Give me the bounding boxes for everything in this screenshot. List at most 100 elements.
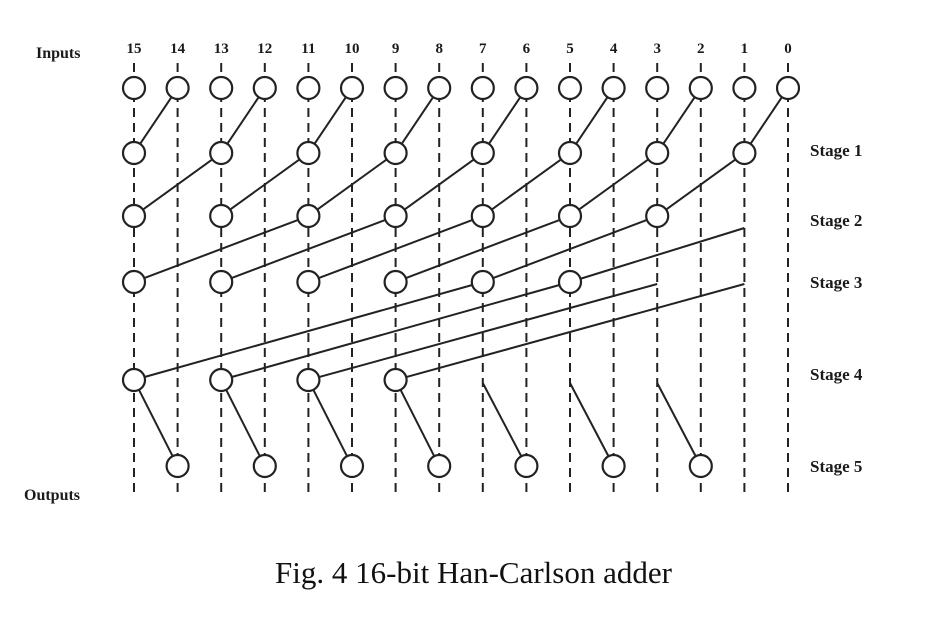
- bit-label-0: 0: [784, 41, 792, 57]
- stage5-node-14: [165, 453, 190, 479]
- stage1-node-3: [645, 140, 670, 166]
- bit-label-7: 7: [479, 41, 487, 57]
- stage3-line-11: [318, 218, 473, 280]
- stage2-line-5: [578, 158, 649, 211]
- stage2-node-9: [383, 203, 408, 229]
- bit-label-1: 1: [741, 41, 749, 57]
- stage1-node-1: [732, 140, 757, 166]
- stage3-node-5: [557, 269, 583, 295]
- input-node-14: [165, 75, 190, 101]
- han-carlson-diagram: Inputs Outputs 15 14 13 12 11 10 9 8 7 6 5 4 3 2 1 0 St…: [24, 41, 863, 504]
- input-node-11: [296, 75, 321, 101]
- stage2-node-15: [121, 203, 147, 229]
- stage2-line-11: [316, 158, 388, 211]
- input-node-5: [557, 75, 583, 101]
- bit-label-12: 12: [257, 41, 272, 57]
- input-node-8: [427, 75, 452, 101]
- stage5-line-6: [481, 382, 523, 457]
- stage2-line-13: [229, 158, 301, 211]
- stage4-node-15: [121, 367, 147, 393]
- stage1-line-11: [313, 96, 347, 145]
- input-node-12: [252, 75, 277, 101]
- stage4-line-15: [144, 284, 473, 378]
- stage3-node-13: [209, 269, 234, 295]
- stage5-line-10: [312, 389, 348, 457]
- stage4-node-11: [296, 367, 321, 393]
- bit-label-3: 3: [653, 41, 661, 57]
- bit-label-9: 9: [392, 41, 400, 57]
- stage3-line-13: [231, 218, 386, 280]
- stage1-node-15: [121, 140, 147, 166]
- stage5-line-12: [225, 389, 261, 457]
- carry-lines: [138, 96, 783, 457]
- stage2-node-5: [557, 203, 583, 229]
- stage5-node-2: [688, 453, 713, 479]
- input-node-10: [339, 75, 365, 101]
- input-node-7: [470, 75, 495, 101]
- stage3-node-7: [470, 269, 495, 295]
- stage2-node-3: [645, 203, 670, 229]
- stage1-line-9: [400, 96, 434, 145]
- stage-3-label: Stage 3: [810, 273, 862, 292]
- stage2-node-7: [470, 203, 495, 229]
- stage-2-label: Stage 2: [810, 211, 862, 230]
- stage1-node-13: [209, 140, 234, 166]
- stage3-line-15: [143, 218, 299, 280]
- prefix-nodes: [121, 75, 801, 479]
- stage5-line-8: [399, 389, 436, 457]
- stage4-line-13: [231, 284, 560, 378]
- outputs-label: Outputs: [24, 487, 80, 504]
- stage4-node-9: [383, 367, 408, 393]
- stage5-node-10: [339, 453, 365, 479]
- input-node-15: [121, 75, 147, 101]
- stage3-line-5: [580, 227, 745, 280]
- stage1-line-3: [662, 96, 696, 145]
- stage4-line-11: [318, 283, 658, 379]
- stage3-line-7: [492, 218, 648, 280]
- stage1-line-1: [749, 96, 783, 145]
- bit-label-11: 11: [301, 41, 315, 57]
- stage1-node-11: [296, 140, 321, 166]
- input-node-13: [209, 75, 234, 101]
- stage4-line-9: [405, 283, 745, 379]
- input-node-6: [514, 75, 539, 101]
- stage1-node-5: [557, 140, 583, 166]
- stage2-node-11: [296, 203, 321, 229]
- stage2-line-15: [142, 158, 213, 211]
- input-node-9: [383, 75, 408, 101]
- input-node-3: [645, 75, 670, 101]
- bit-labels: 15 14 13 12 11 10 9 8 7 6 5 4 3 2 1 0: [127, 41, 792, 57]
- stage-4-label: Stage 4: [810, 365, 863, 384]
- bit-label-8: 8: [435, 41, 443, 57]
- stage2-line-7: [491, 158, 562, 211]
- stage1-line-15: [139, 96, 173, 145]
- bit-label-13: 13: [214, 41, 229, 57]
- stage3-node-15: [121, 269, 147, 295]
- stage3-line-9: [405, 218, 561, 280]
- bit-label-6: 6: [523, 41, 531, 57]
- inputs-label: Inputs: [36, 45, 80, 62]
- bit-label-10: 10: [345, 41, 360, 57]
- stage5-line-2: [656, 382, 697, 457]
- stage-1-label: Stage 1: [810, 141, 862, 160]
- input-node-0: [775, 75, 801, 101]
- bit-label-4: 4: [610, 41, 618, 57]
- stage3-node-9: [383, 269, 408, 295]
- stage5-line-14: [138, 389, 174, 457]
- input-node-4: [601, 75, 626, 101]
- stage3-node-11: [296, 269, 321, 295]
- stage5-line-4: [569, 382, 610, 457]
- input-node-2: [688, 75, 713, 101]
- stage5-node-6: [514, 453, 539, 479]
- stage-5-label: Stage 5: [810, 457, 862, 476]
- stage2-node-13: [209, 203, 234, 229]
- stage5-node-12: [252, 453, 277, 479]
- stage5-node-4: [601, 453, 626, 479]
- figure-caption: Fig. 4 16-bit Han-Carlson adder: [275, 555, 672, 590]
- input-node-1: [732, 75, 757, 101]
- stage5-node-8: [427, 453, 452, 479]
- stage2-line-3: [665, 158, 737, 211]
- bit-label-14: 14: [170, 41, 186, 57]
- stage1-line-7: [488, 96, 522, 145]
- bit-label-15: 15: [127, 41, 142, 57]
